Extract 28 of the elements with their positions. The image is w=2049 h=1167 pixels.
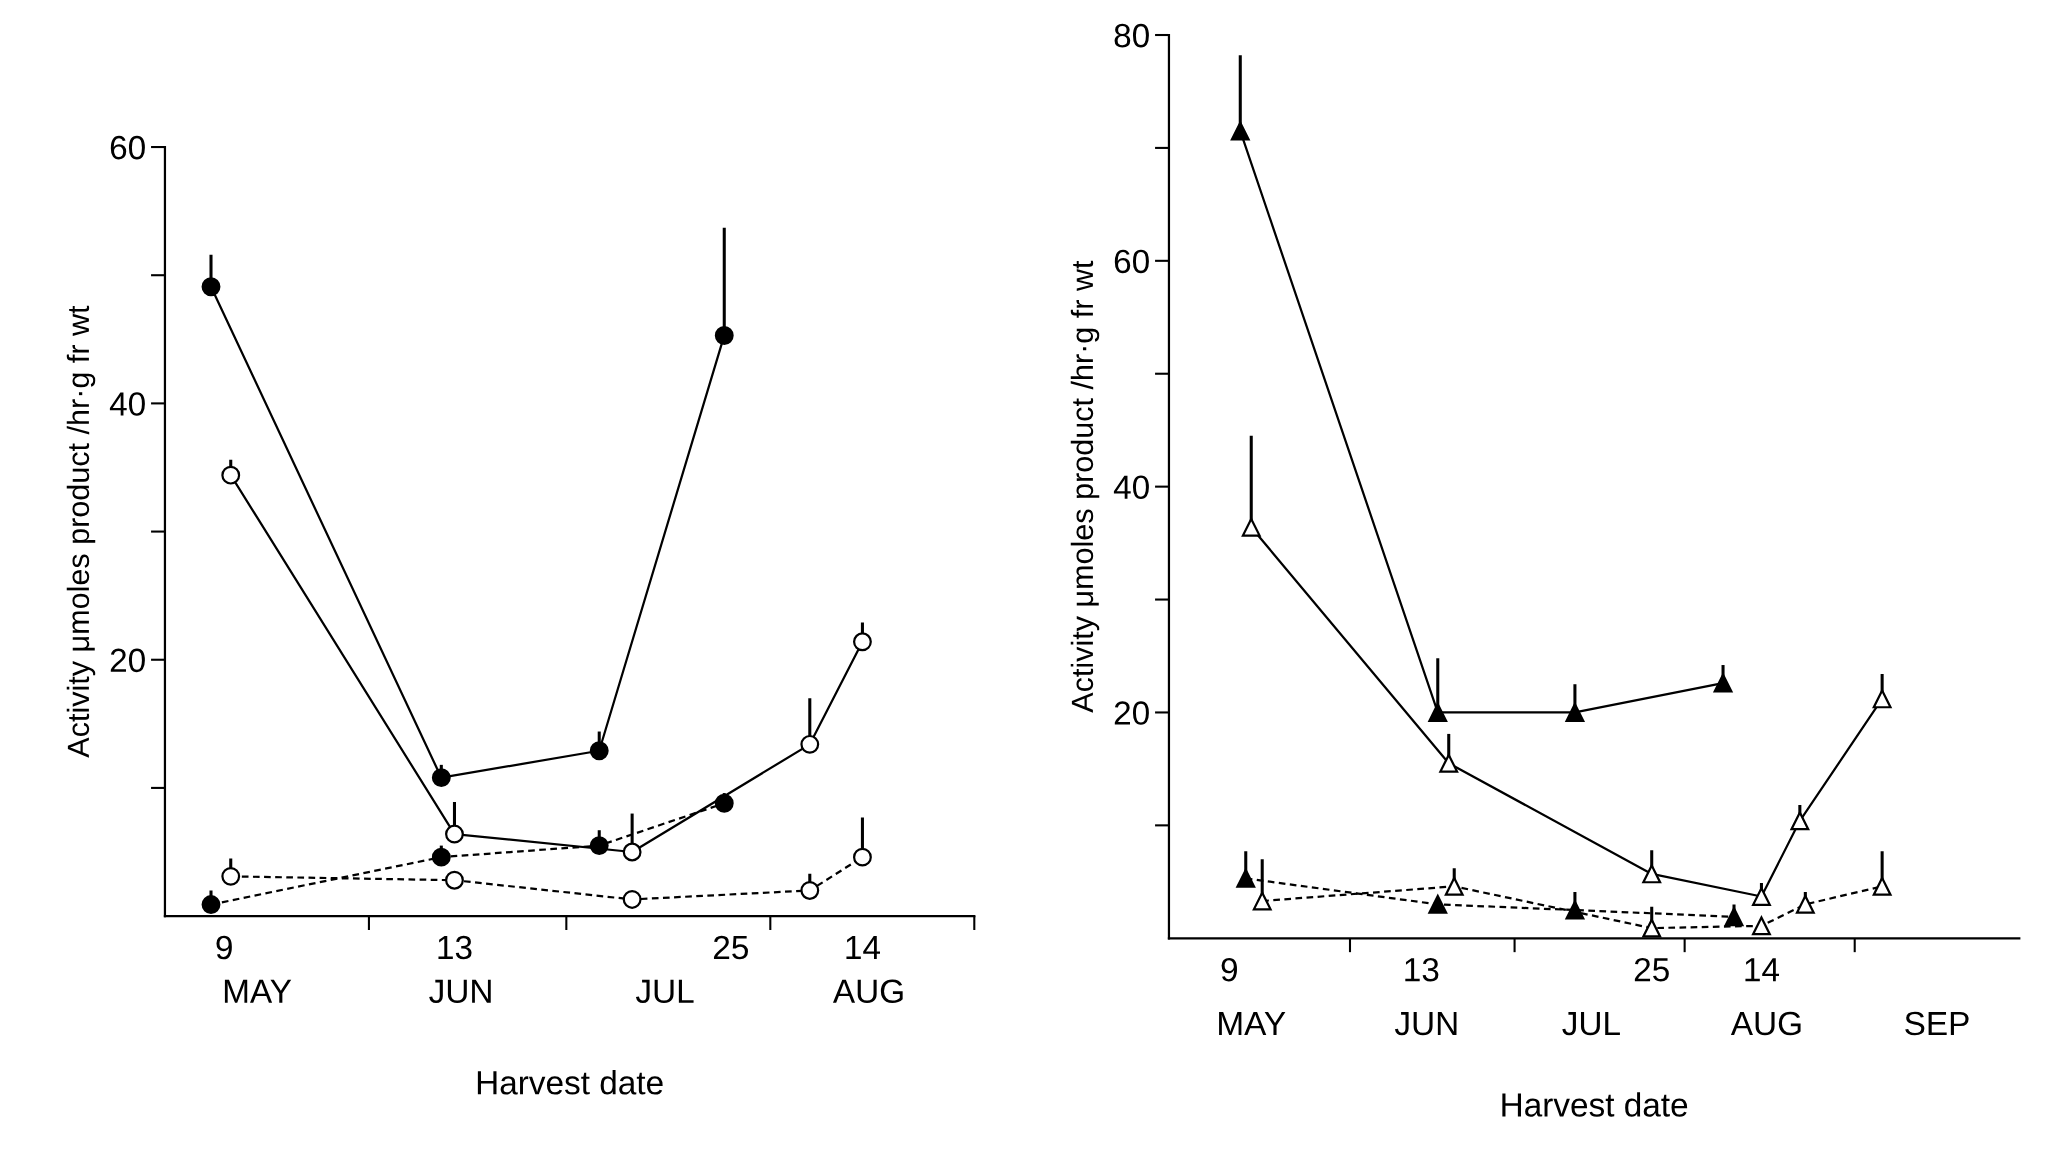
- x2-tick-label: JUL: [635, 979, 694, 1004]
- x-tick-label: 9: [216, 935, 232, 960]
- x-tick-label: 13: [1405, 957, 1439, 982]
- x2-tick-label: MAY: [224, 979, 292, 1003]
- x-tick-label: 25: [713, 935, 748, 960]
- x2-tick-label: JUN: [1394, 1012, 1457, 1036]
- x2-tick-label: SEP: [1905, 1011, 1969, 1036]
- y-tick-label: 40: [1113, 475, 1149, 500]
- y-tick-label: 60: [110, 135, 145, 160]
- y-tick-label: 60: [1114, 249, 1149, 274]
- x2-tick-label: AUG: [1730, 1011, 1801, 1036]
- x2-tick-label: JUL: [1562, 1012, 1620, 1036]
- y-tick-label: 80: [1114, 23, 1149, 48]
- x2-tick-label: MAY: [1219, 1012, 1286, 1036]
- x-tick-label: 9: [1221, 957, 1237, 982]
- y-tick-label: 20: [110, 648, 145, 673]
- x-tick-label: 14: [1745, 958, 1780, 982]
- x-tick-label: 14: [846, 936, 880, 959]
- x2-tick-label: JUN: [429, 979, 491, 1004]
- x-tick-label: 13: [438, 935, 472, 960]
- y-tick-label: 20: [1114, 701, 1149, 725]
- x2-tick-label: AUG: [832, 979, 903, 1004]
- x-axis-title: Harvest date: [477, 1070, 663, 1095]
- y-axis-title: Activity μmoles product /hr·g fr wt: [1070, 260, 1100, 713]
- x-tick-label: 25: [1634, 957, 1669, 982]
- y-axis-title: Activity μmoles product /hr·g fr wt: [66, 305, 96, 758]
- y-tick-label: 40: [109, 392, 145, 416]
- x-axis-title: Harvest date: [1502, 1092, 1688, 1117]
